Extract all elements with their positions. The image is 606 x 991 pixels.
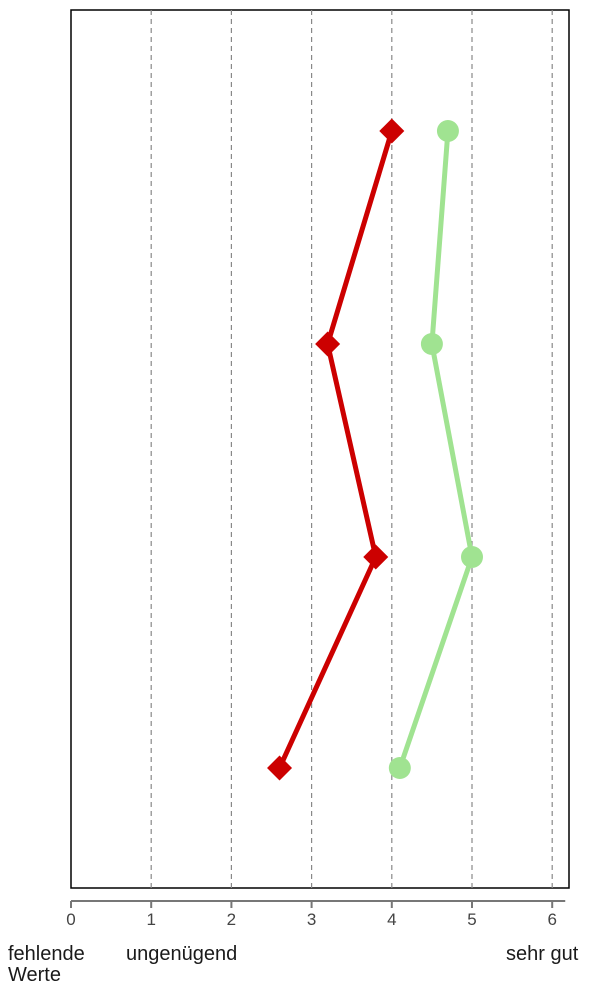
- scale-label-missing: fehlende Werte: [8, 943, 85, 986]
- plot-frame: [70, 9, 570, 889]
- series-1-point-1: [379, 118, 405, 144]
- series-1-point-2: [315, 331, 341, 357]
- scale-label-low: ungenügend: [126, 943, 238, 965]
- series-2-point-2: [420, 333, 443, 355]
- series-1-point-4: [267, 755, 293, 781]
- x-tick-label-0: 0: [66, 910, 75, 929]
- series-2-point-1: [436, 120, 459, 142]
- x-tick-label-3: 3: [307, 910, 316, 929]
- x-tick-label-2: 2: [227, 910, 236, 929]
- series-2-line: [397, 130, 475, 769]
- scale-label-high: sehr gut: [506, 943, 579, 965]
- x-tick-label-6: 6: [547, 910, 556, 929]
- series-2-point-4: [388, 757, 411, 779]
- x-tick-label-1: 1: [146, 910, 155, 929]
- series-1-point-3: [363, 544, 389, 570]
- series-2-point-3: [461, 546, 483, 568]
- series-1-line: [277, 130, 395, 770]
- x-tick-label-4: 4: [387, 910, 396, 929]
- x-tick-label-5: 5: [467, 910, 476, 929]
